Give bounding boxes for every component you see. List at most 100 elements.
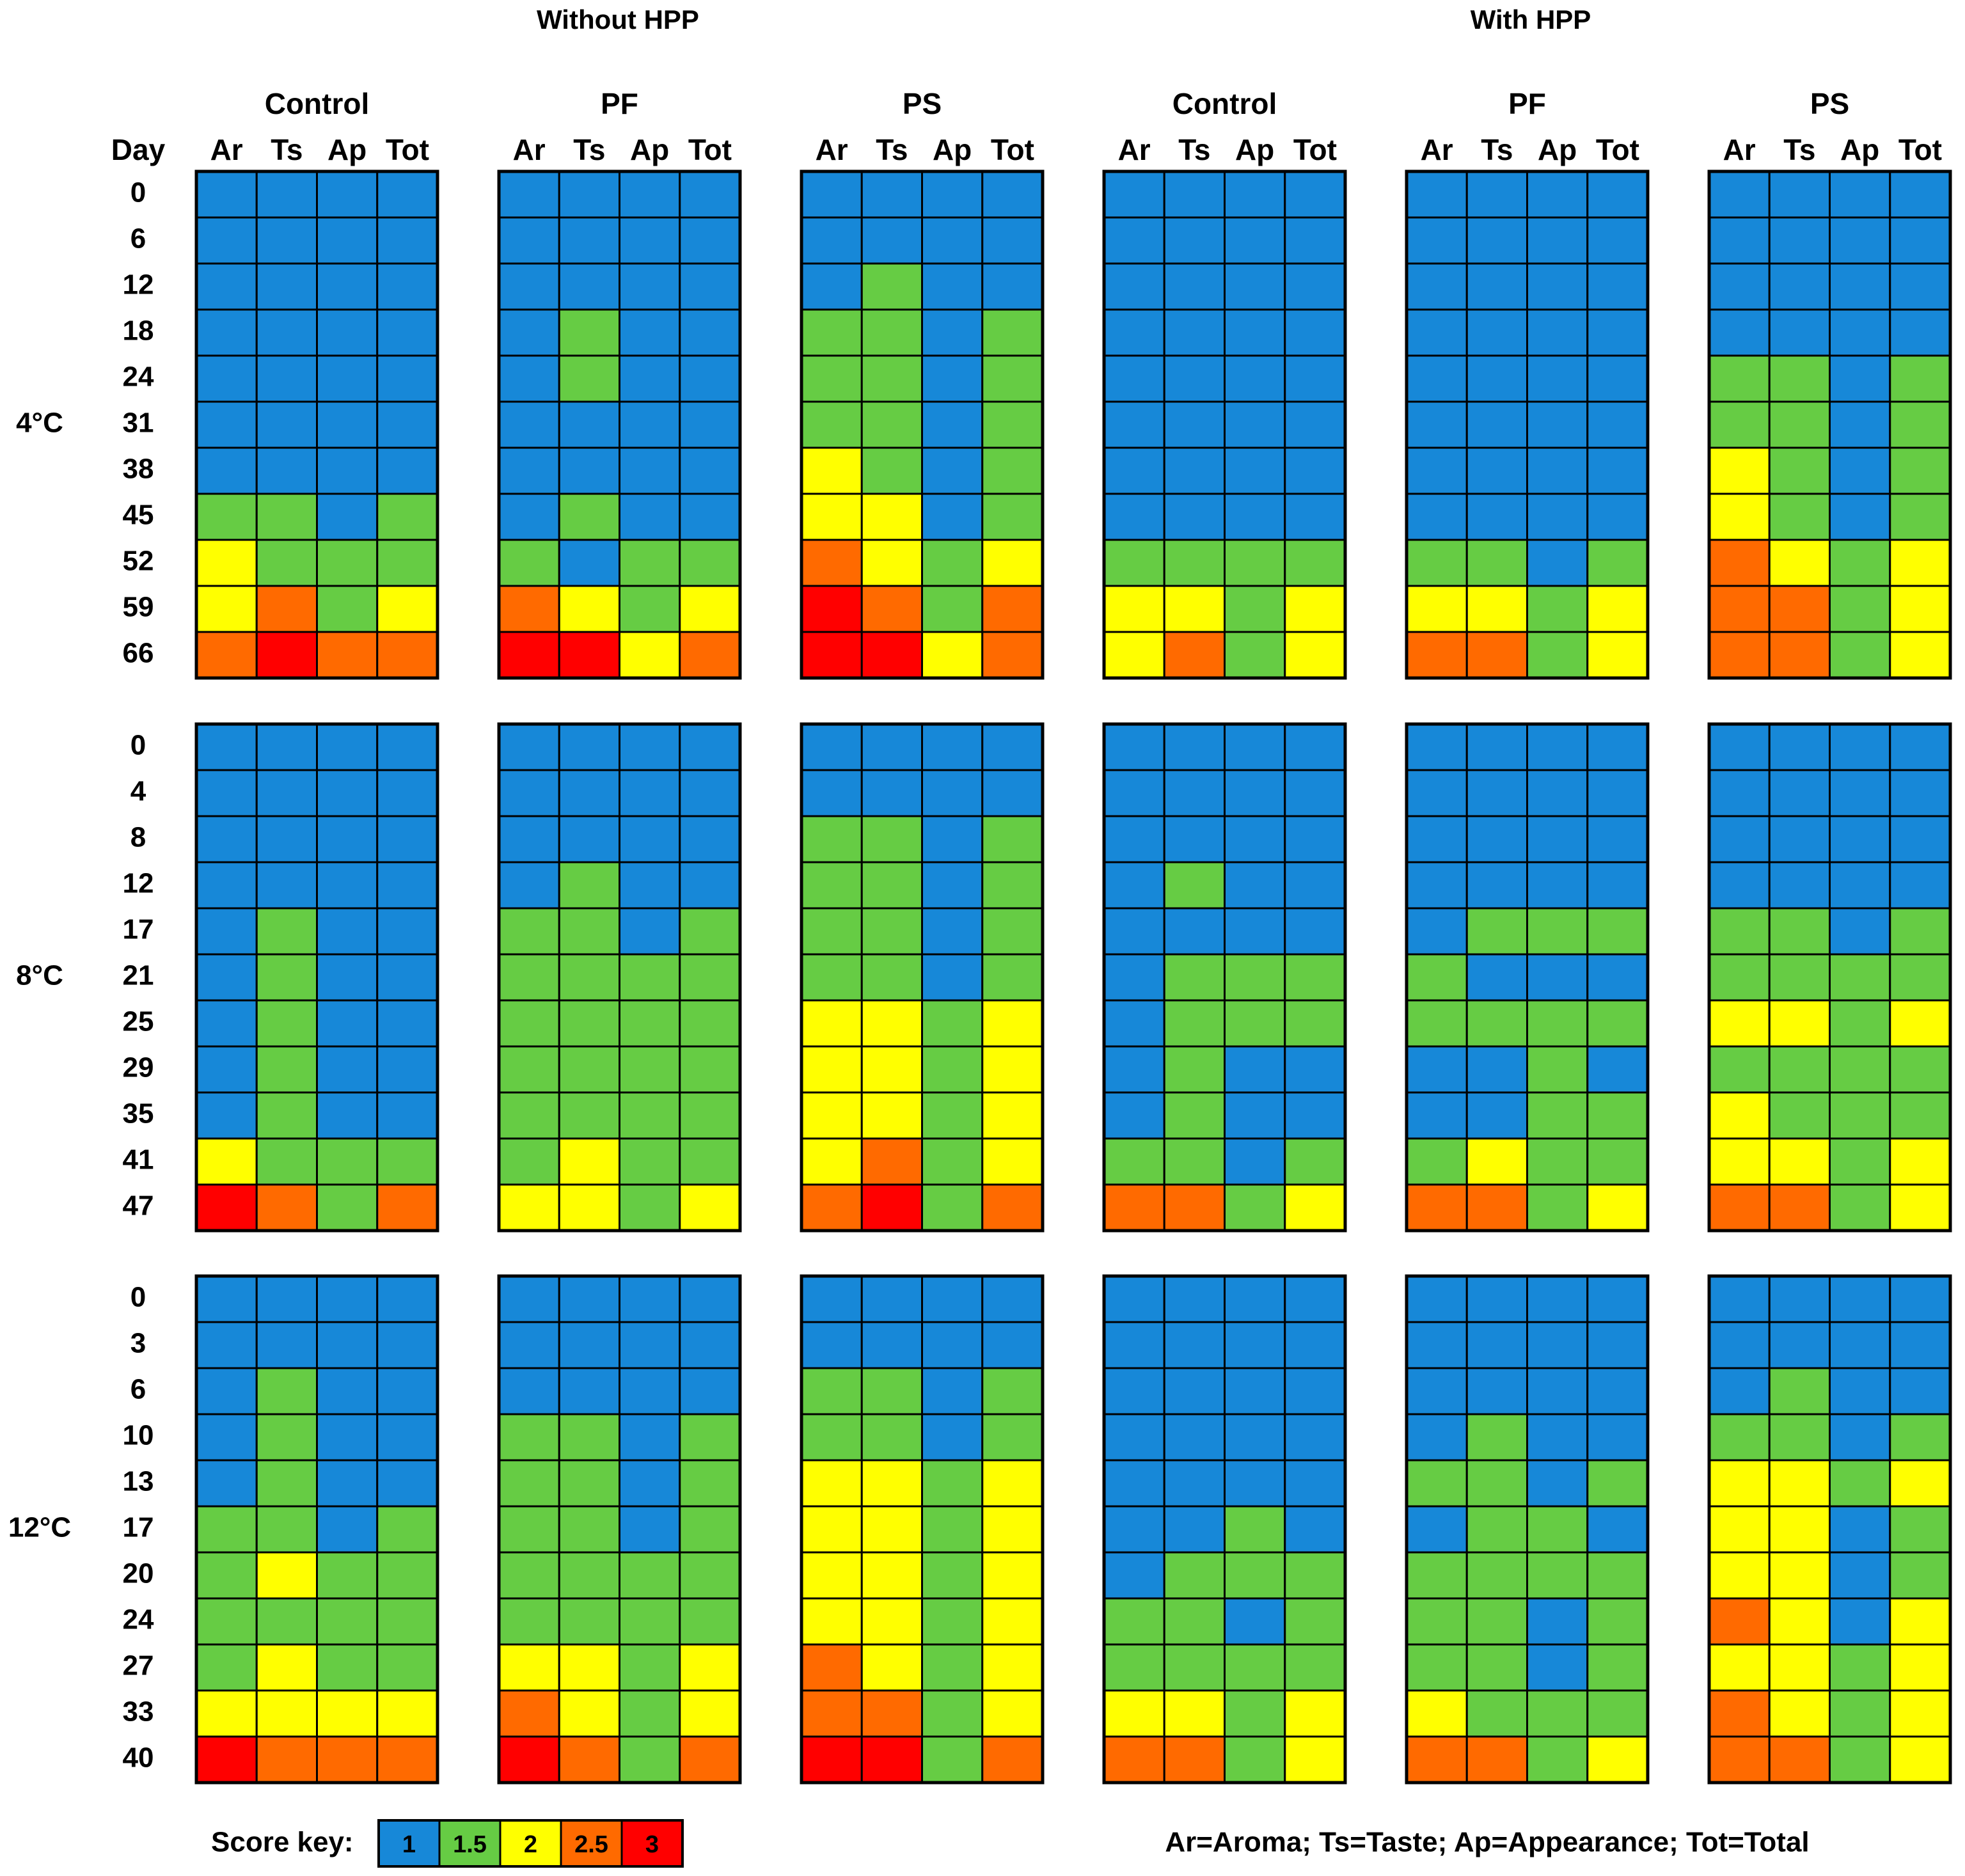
heatmap-cell xyxy=(1164,1598,1224,1644)
heatmap-cell xyxy=(1769,171,1829,217)
heatmap-cell xyxy=(1407,1092,1467,1139)
heatmap-cell xyxy=(982,1691,1043,1737)
column-label-ar: Ar xyxy=(1421,133,1453,166)
heatmap-cell xyxy=(1588,1046,1648,1092)
heatmap-cell xyxy=(1527,1552,1588,1598)
heatmap-cell xyxy=(982,1092,1043,1139)
heatmap-cell xyxy=(499,1552,559,1598)
day-header: Day xyxy=(111,133,166,166)
heatmap-cell xyxy=(982,1598,1043,1644)
heatmap-cell xyxy=(680,908,740,954)
heatmap-cell xyxy=(1588,1368,1648,1414)
heatmap-cell xyxy=(801,310,862,356)
heatmap-cell xyxy=(680,1322,740,1368)
heatmap-cell xyxy=(922,1139,982,1185)
heatmap-cell xyxy=(1285,862,1345,908)
heatmap-cell xyxy=(1769,862,1829,908)
heatmap-cell xyxy=(1830,356,1890,402)
heatmap-cell xyxy=(1769,1691,1829,1737)
legend-swatch-label: 2.5 xyxy=(574,1831,608,1858)
heatmap-cell xyxy=(1467,1737,1527,1783)
heatmap-cell xyxy=(1285,816,1345,862)
day-label: 0 xyxy=(130,730,146,761)
heatmap-cell xyxy=(1164,1644,1224,1691)
heatmap-cell xyxy=(1527,1276,1588,1322)
heatmap-cell xyxy=(1769,632,1829,678)
heatmap-cell xyxy=(1588,632,1648,678)
heatmap-cell xyxy=(620,724,680,770)
day-label: 4 xyxy=(130,776,146,807)
heatmap-cell xyxy=(1467,356,1527,402)
heatmap-cell xyxy=(1104,171,1164,217)
heatmap-cell xyxy=(559,1598,619,1644)
heatmap-cell xyxy=(1407,1368,1467,1414)
group-label-with-hpp: With HPP xyxy=(1471,4,1591,35)
heatmap-cell xyxy=(317,1185,377,1231)
heatmap-cell xyxy=(1467,1368,1527,1414)
heatmap-cell xyxy=(1769,1185,1829,1231)
heatmap-cell xyxy=(922,954,982,1000)
heatmap-cell xyxy=(922,632,982,678)
heatmap-cell xyxy=(922,310,982,356)
heatmap-cell xyxy=(1890,356,1950,402)
day-label: 40 xyxy=(123,1742,154,1774)
heatmap-cell xyxy=(620,1000,680,1046)
heatmap-cell xyxy=(982,908,1043,954)
heatmap-cell xyxy=(1890,724,1950,770)
heatmap-cell xyxy=(1709,862,1769,908)
heatmap-cell xyxy=(620,1460,680,1506)
heatmap-cell xyxy=(862,448,922,494)
heatmap-cell xyxy=(1164,217,1224,264)
heatmap-cell xyxy=(256,1322,317,1368)
heatmap-cell xyxy=(982,954,1043,1000)
legend-swatch-label: 1.5 xyxy=(453,1831,487,1858)
heatmap-cell xyxy=(196,724,256,770)
heatmap-cell xyxy=(1709,1322,1769,1368)
day-label: 18 xyxy=(123,315,154,347)
heatmap-cell xyxy=(982,862,1043,908)
day-label: 0 xyxy=(130,1282,146,1313)
heatmap-cell xyxy=(1285,1644,1345,1691)
heatmap-cell xyxy=(1285,1000,1345,1046)
heatmap-cell xyxy=(1769,402,1829,448)
heatmap-cell xyxy=(982,1460,1043,1506)
heatmap-cell xyxy=(256,1598,317,1644)
heatmap-cell xyxy=(317,1139,377,1185)
heatmap-cell xyxy=(1709,586,1769,632)
treatment-label-ps: PS xyxy=(903,87,942,120)
heatmap-cell xyxy=(1467,954,1527,1000)
heatmap-cell xyxy=(680,1185,740,1231)
heatmap-cell xyxy=(1285,1598,1345,1644)
heatmap-cell xyxy=(499,310,559,356)
heatmap-cell xyxy=(620,908,680,954)
legend-abbreviations: Ar=Aroma; Ts=Taste; Ap=Appearance; Tot=T… xyxy=(1165,1827,1809,1858)
day-label: 8 xyxy=(130,822,146,853)
heatmap-cell xyxy=(559,217,619,264)
heatmap-cell xyxy=(862,1598,922,1644)
treatment-label-control: Control xyxy=(1172,87,1277,120)
day-label: 13 xyxy=(123,1466,154,1497)
heatmap-cell xyxy=(1527,1598,1588,1644)
heatmap-cell xyxy=(317,908,377,954)
heatmap-cell xyxy=(256,171,317,217)
column-label-ar: Ar xyxy=(210,133,243,166)
heatmap-cell xyxy=(317,1460,377,1506)
heatmap-cell xyxy=(1588,908,1648,954)
heatmap-cell xyxy=(1285,954,1345,1000)
heatmap-cell xyxy=(1285,1506,1345,1552)
heatmap-cell xyxy=(559,1691,619,1737)
heatmap-cell xyxy=(982,1276,1043,1322)
heatmap-cell xyxy=(1285,1322,1345,1368)
heatmap-cell xyxy=(982,586,1043,632)
heatmap-cell xyxy=(1104,1046,1164,1092)
heatmap-cell xyxy=(982,1552,1043,1598)
heatmap-cell xyxy=(1225,586,1285,632)
day-label: 52 xyxy=(123,546,154,577)
heatmap-cell xyxy=(801,1046,862,1092)
heatmap-cell xyxy=(801,217,862,264)
column-label-ar: Ar xyxy=(1723,133,1756,166)
heatmap-cell xyxy=(1467,1691,1527,1737)
heatmap-cell xyxy=(1769,1046,1829,1092)
heatmap-cell xyxy=(680,494,740,540)
heatmap-cell xyxy=(1890,1644,1950,1691)
